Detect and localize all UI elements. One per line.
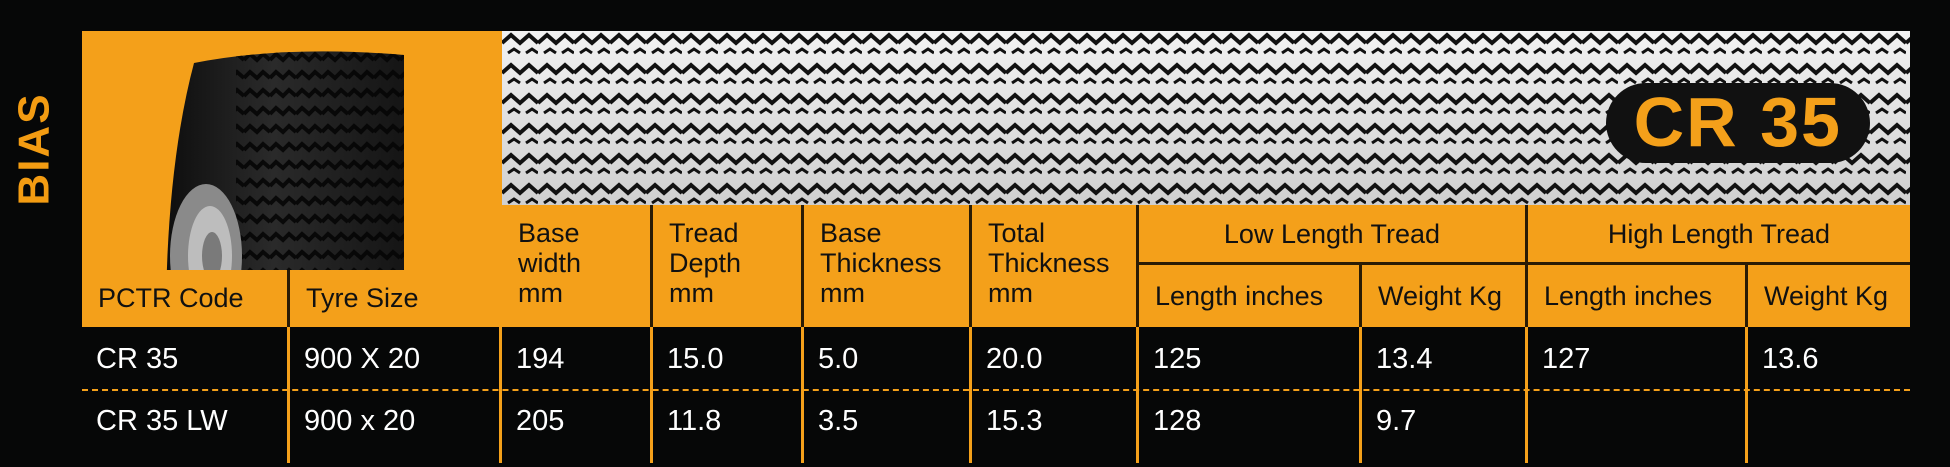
header-divider bbox=[1745, 262, 1748, 327]
tire-image bbox=[166, 51, 404, 304]
header-divider bbox=[1136, 205, 1139, 327]
header-base-thickness: Base Thickness mm bbox=[804, 205, 969, 327]
header-divider bbox=[1525, 205, 1528, 327]
header-divider bbox=[650, 205, 653, 327]
header-low-weight-kg: Weight Kg bbox=[1362, 265, 1525, 327]
header-divider bbox=[287, 270, 290, 327]
header-tyre-size: Tyre Size bbox=[290, 270, 502, 327]
header-divider bbox=[969, 205, 972, 327]
cell-base-width: 194 bbox=[516, 343, 565, 375]
header-tread-depth: Tread Depth mm bbox=[653, 205, 801, 327]
header-low-length-inches: Length inches bbox=[1139, 265, 1359, 327]
cell-tread-depth: 11.8 bbox=[667, 405, 722, 437]
cell-pctr-code: CR 35 bbox=[96, 343, 179, 375]
cell-total-thickness: 15.3 bbox=[986, 405, 1043, 437]
cell-high-length-inches bbox=[1528, 392, 1745, 450]
column-divider bbox=[499, 205, 502, 463]
row-separator bbox=[82, 389, 1910, 391]
header-base-width: Base width mm bbox=[502, 205, 650, 327]
header-high-length-tread: High Length Tread bbox=[1528, 205, 1910, 262]
cell-high-weight-kg bbox=[1748, 392, 1910, 450]
header-high-length-inches: Length inches bbox=[1528, 265, 1745, 327]
model-badge: CR 35 bbox=[1605, 83, 1870, 163]
category-label: BIAS bbox=[10, 92, 59, 206]
cell-tyre-size: 900 X 20 bbox=[304, 343, 421, 375]
tread-banner: CR 35 bbox=[502, 31, 1910, 205]
cell-low-length-inches: 125 bbox=[1153, 343, 1202, 375]
header-divider bbox=[801, 205, 804, 327]
column-divider bbox=[1359, 327, 1362, 463]
header-high-weight-kg: Weight Kg bbox=[1748, 265, 1910, 327]
header-total-thickness: Total Thickness mm bbox=[972, 205, 1136, 327]
column-divider bbox=[1136, 327, 1139, 463]
cell-high-length-inches: 127 bbox=[1542, 343, 1591, 375]
cell-base-thickness: 5.0 bbox=[818, 343, 859, 375]
column-divider bbox=[801, 327, 804, 463]
header-divider bbox=[1359, 262, 1362, 327]
column-divider bbox=[969, 327, 972, 463]
column-divider bbox=[650, 327, 653, 463]
header-pctr-code: PCTR Code bbox=[82, 270, 287, 327]
cell-low-weight-kg: 13.4 bbox=[1376, 343, 1433, 375]
cell-tread-depth: 15.0 bbox=[667, 343, 724, 375]
cell-low-length-inches: 128 bbox=[1153, 405, 1202, 437]
cell-tyre-size: 900 x 20 bbox=[304, 405, 416, 437]
column-divider bbox=[1745, 327, 1748, 463]
header-low-length-tread: Low Length Tread bbox=[1139, 205, 1525, 262]
header-divider bbox=[1136, 262, 1910, 265]
cell-low-weight-kg: 9.7 bbox=[1376, 405, 1417, 437]
cell-total-thickness: 20.0 bbox=[986, 343, 1043, 375]
cell-base-thickness: 3.5 bbox=[818, 405, 859, 437]
column-divider bbox=[287, 327, 290, 463]
column-divider bbox=[1525, 327, 1528, 463]
cell-high-weight-kg: 13.6 bbox=[1762, 343, 1819, 375]
cell-base-width: 205 bbox=[516, 405, 565, 437]
cell-pctr-code: CR 35 LW bbox=[96, 405, 228, 437]
